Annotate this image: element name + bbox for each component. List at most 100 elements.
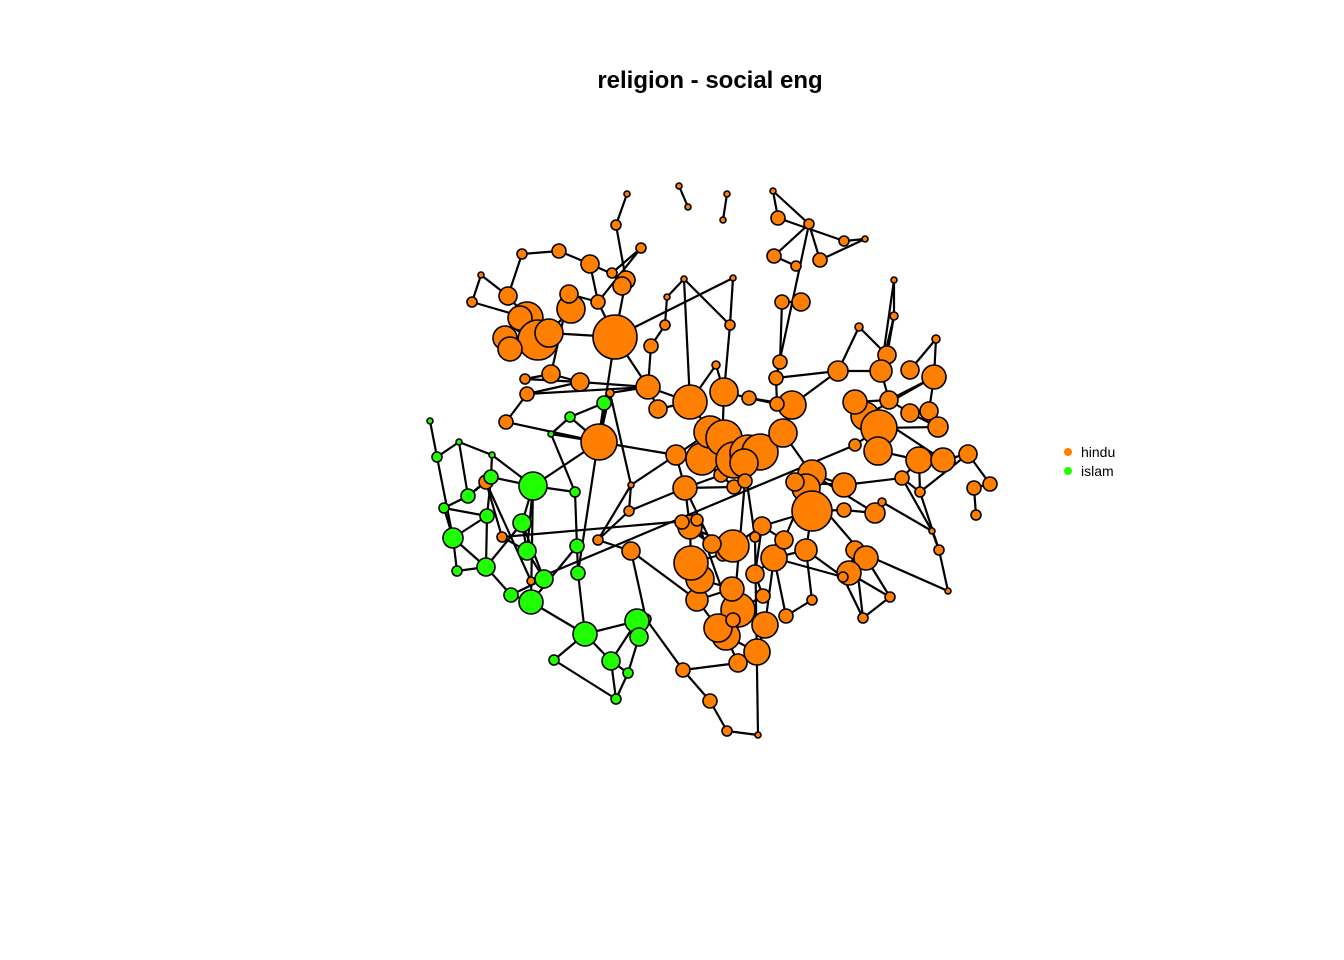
network-node-islam [460, 488, 476, 504]
network-node-hindu [927, 416, 949, 438]
network-node-hindu [610, 219, 622, 231]
network-node-hindu [755, 588, 771, 604]
network-node-hindu [516, 248, 528, 260]
network-node-islam [451, 565, 463, 577]
network-node-hindu [498, 414, 514, 430]
network-node-hindu [498, 286, 518, 306]
network-node-islam [517, 541, 537, 561]
network-node-hindu [741, 390, 757, 406]
network-edge [611, 247, 642, 274]
network-node-hindu [944, 587, 952, 595]
network-node-hindu [966, 480, 982, 496]
network-node-hindu [772, 354, 788, 370]
network-node-hindu [837, 571, 849, 583]
network-edge [721, 193, 729, 221]
network-node-hindu [900, 403, 920, 423]
network-edge [919, 453, 969, 493]
network-node-hindu [534, 318, 564, 348]
network-node-hindu [635, 242, 647, 254]
legend-label-hindu: hindu [1081, 444, 1115, 460]
network-node-hindu [606, 267, 618, 279]
network-edge [501, 518, 698, 539]
network-edge [918, 491, 941, 551]
network-node-hindu [803, 218, 815, 230]
network-edge [629, 550, 648, 620]
legend-marker-islam [1064, 467, 1072, 475]
network-node-hindu [921, 364, 947, 390]
network-node-islam [479, 508, 495, 524]
network-node-hindu [861, 235, 869, 243]
network-node-hindu [766, 248, 782, 264]
network-node-hindu [477, 271, 485, 279]
network-node-islam [596, 395, 612, 411]
network-node-islam [512, 513, 532, 533]
network-node-hindu [900, 360, 920, 380]
network-node-hindu [877, 497, 887, 507]
network-node-hindu [580, 423, 618, 461]
network-nodes [426, 182, 998, 739]
network-node-hindu [958, 444, 978, 464]
network-node-hindu [724, 319, 736, 331]
legend-item-hindu: hindu [1064, 444, 1115, 460]
network-node-hindu [770, 210, 786, 226]
legend-item-islam: islam [1064, 463, 1114, 479]
network-node-hindu [721, 725, 733, 737]
network-node-hindu [890, 276, 898, 284]
network-node-islam [564, 411, 576, 423]
network-node-islam [442, 527, 464, 549]
network-edge [645, 618, 684, 671]
network-node-hindu [769, 396, 785, 412]
network-edge [881, 501, 933, 532]
network-node-hindu [623, 190, 631, 198]
network-node-hindu [831, 472, 857, 498]
network-edge [819, 238, 866, 261]
network-edge [683, 278, 731, 326]
network-edge [608, 392, 633, 486]
network-node-hindu [605, 388, 615, 398]
network-node-islam [431, 451, 443, 463]
network-node-islam [629, 627, 649, 647]
network-node-hindu [889, 311, 899, 321]
network-edge [457, 441, 470, 497]
legend: hindu islam [1064, 444, 1115, 479]
network-node-islam [622, 667, 634, 679]
network-node-hindu [982, 476, 998, 492]
network-node-hindu [863, 436, 893, 466]
network-edge [666, 278, 685, 298]
network-node-hindu [580, 254, 600, 274]
network-node-hindu [970, 509, 982, 521]
network-node-hindu [690, 513, 704, 527]
network-node-hindu [838, 235, 850, 247]
network-edge [630, 550, 698, 601]
network-edge [573, 491, 579, 547]
network-node-hindu [592, 534, 604, 546]
network-node-hindu [806, 594, 818, 606]
network-edge [428, 420, 439, 458]
network-node-hindu [769, 187, 777, 195]
network-node-hindu [794, 538, 818, 562]
network-node-hindu [930, 447, 956, 473]
network-node-hindu [743, 638, 771, 666]
network-node-hindu [884, 591, 896, 603]
network-node-hindu [684, 203, 692, 211]
network-node-hindu [672, 384, 708, 420]
network-node-hindu [774, 530, 794, 550]
network-node-hindu [659, 319, 671, 331]
network-node-hindu [559, 284, 579, 304]
network-node-islam [518, 471, 548, 501]
network-node-hindu [709, 377, 739, 407]
network-node-hindu [551, 243, 567, 259]
network-edge [458, 440, 493, 457]
network-node-hindu [790, 260, 802, 272]
network-node-hindu [836, 502, 852, 518]
network-node-hindu [703, 613, 733, 643]
network-node-hindu [716, 529, 750, 563]
network-node-hindu [894, 470, 910, 486]
network-node-islam [476, 557, 496, 577]
network-node-hindu [848, 438, 862, 452]
network-edge [772, 190, 810, 225]
network-node-hindu [827, 360, 849, 382]
network-node-islam [601, 651, 621, 671]
network-node-hindu [778, 608, 794, 624]
